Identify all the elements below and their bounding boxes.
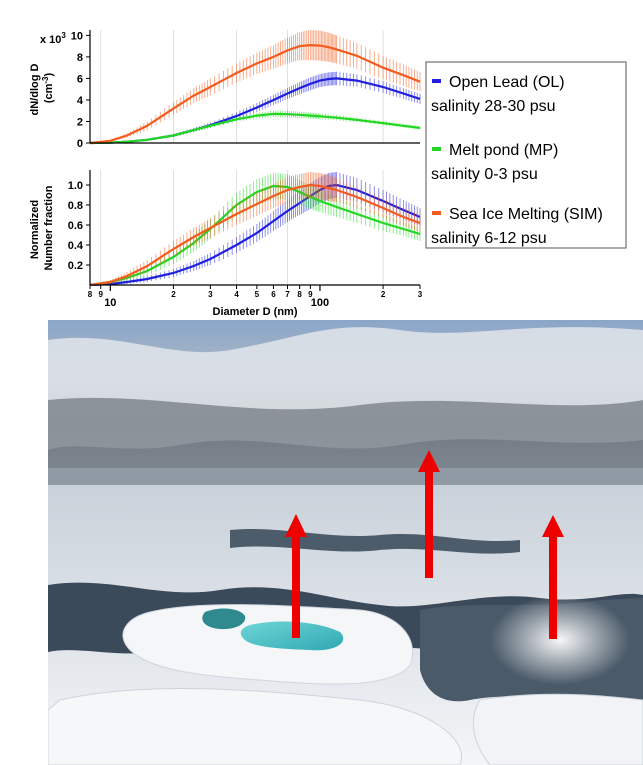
top-y-tick-label: 2	[77, 116, 83, 128]
bottom-x-tick-label-minor: 5	[255, 290, 260, 299]
legend: Open Lead (OL) salinity 28-30 psu Melt p…	[425, 61, 627, 249]
legend-item-sim: Sea Ice Melting (SIM) salinity 6-12 psu	[431, 206, 603, 247]
top-series-sim	[89, 30, 421, 145]
bottom-series-ol	[89, 172, 421, 287]
legend-sublabel-ol: salinity 28-30 psu	[431, 98, 556, 115]
arrow-icon	[418, 450, 440, 578]
bottom-y-tick-label: 0.2	[68, 260, 83, 272]
arrow-icon	[285, 514, 307, 638]
legend-swatch-sim	[432, 211, 441, 215]
top-line-sim	[89, 43, 421, 145]
photo-horizon	[48, 468, 643, 488]
legend-sublabel-mp: salinity 0-3 psu	[431, 166, 538, 183]
bottom-line-sim	[89, 183, 421, 287]
photo-arrows	[285, 450, 564, 639]
bottom-x-tick-label-minor: 7	[285, 290, 290, 299]
top-y-tick-label: 0	[77, 138, 83, 150]
bottom-x-tick-label-minor: 3	[418, 290, 423, 299]
legend-label-ol: Open Lead (OL)	[449, 74, 565, 91]
legend-sublabel-sim: salinity 6-12 psu	[431, 230, 547, 247]
photo-floe-right	[472, 693, 643, 765]
top-line-mp	[89, 112, 421, 145]
bottom-x-tick-label-minor: 3	[208, 290, 213, 299]
photo-cloud-dark	[48, 397, 643, 470]
top-y-multiplier: x 103	[40, 31, 66, 46]
photo-floe-bottom	[48, 687, 462, 765]
top-y-tick-label: 4	[77, 95, 84, 107]
top-y-tick-label: 6	[77, 73, 83, 85]
photo-sun-glare	[490, 595, 630, 685]
top-series-group	[89, 30, 421, 145]
bottom-y-tick-label: 0.6	[68, 220, 83, 232]
bottom-x-tick-label-minor: 4	[234, 290, 239, 299]
bottom-y-tick-label: 0.8	[68, 200, 83, 212]
bottom-series-group	[89, 172, 421, 287]
bottom-x-tick-label-minor: 2	[171, 290, 176, 299]
legend-swatch-ol	[432, 79, 441, 83]
bottom-x-tick-label-major: 10	[104, 297, 116, 309]
top-chart: 0 2 4 6 8 10 x 103 dN/dlog D (cm-3)	[29, 30, 421, 150]
sea-ice-photo	[48, 320, 643, 765]
top-y-ticks: 0 2 4 6 8 10	[71, 30, 90, 150]
top-y-label: dN/dlog D (cm-3)	[29, 61, 55, 116]
legend-label-mp: Melt pond (MP)	[449, 142, 558, 159]
bottom-x-tick-label-minor: 8	[88, 290, 93, 299]
top-y-tick-label: 8	[77, 52, 83, 64]
bottom-series-sim	[89, 172, 421, 287]
bottom-x-tick-label-minor: 6	[271, 290, 276, 299]
photo-melt-pond-small	[202, 608, 246, 630]
top-series-mp	[89, 110, 421, 145]
bottom-x-label: Diameter D (nm)	[213, 306, 298, 318]
legend-item-mp: Melt pond (MP) salinity 0-3 psu	[431, 142, 558, 183]
bottom-y-ticks: 0.2 0.4 0.6 0.8 1.0	[68, 180, 90, 272]
bottom-x-tick-label-minor: 9	[98, 290, 103, 299]
top-gridlines	[100, 30, 384, 143]
legend-frame	[425, 61, 627, 249]
legend-item-ol: Open Lead (OL) salinity 28-30 psu	[431, 74, 565, 115]
top-line-ol	[89, 77, 421, 145]
bottom-series-mp	[89, 173, 421, 287]
bottom-x-tick-label-minor: 9	[308, 290, 313, 299]
arrow-icon	[542, 515, 564, 639]
legend-label-sim: Sea Ice Melting (SIM)	[449, 206, 603, 223]
top-series-ol	[89, 71, 421, 145]
bottom-x-tick-label-major: 100	[311, 297, 329, 309]
bottom-x-tick-label-minor: 8	[297, 290, 302, 299]
bottom-y-tick-label: 1.0	[68, 180, 83, 192]
bottom-x-tick-label-minor: 2	[381, 290, 386, 299]
bottom-y-label: Normalized Number fraction	[29, 185, 55, 270]
legend-swatch-mp	[432, 147, 441, 151]
bottom-y-tick-label: 0.4	[68, 240, 84, 252]
top-y-tick-label: 10	[71, 30, 83, 42]
